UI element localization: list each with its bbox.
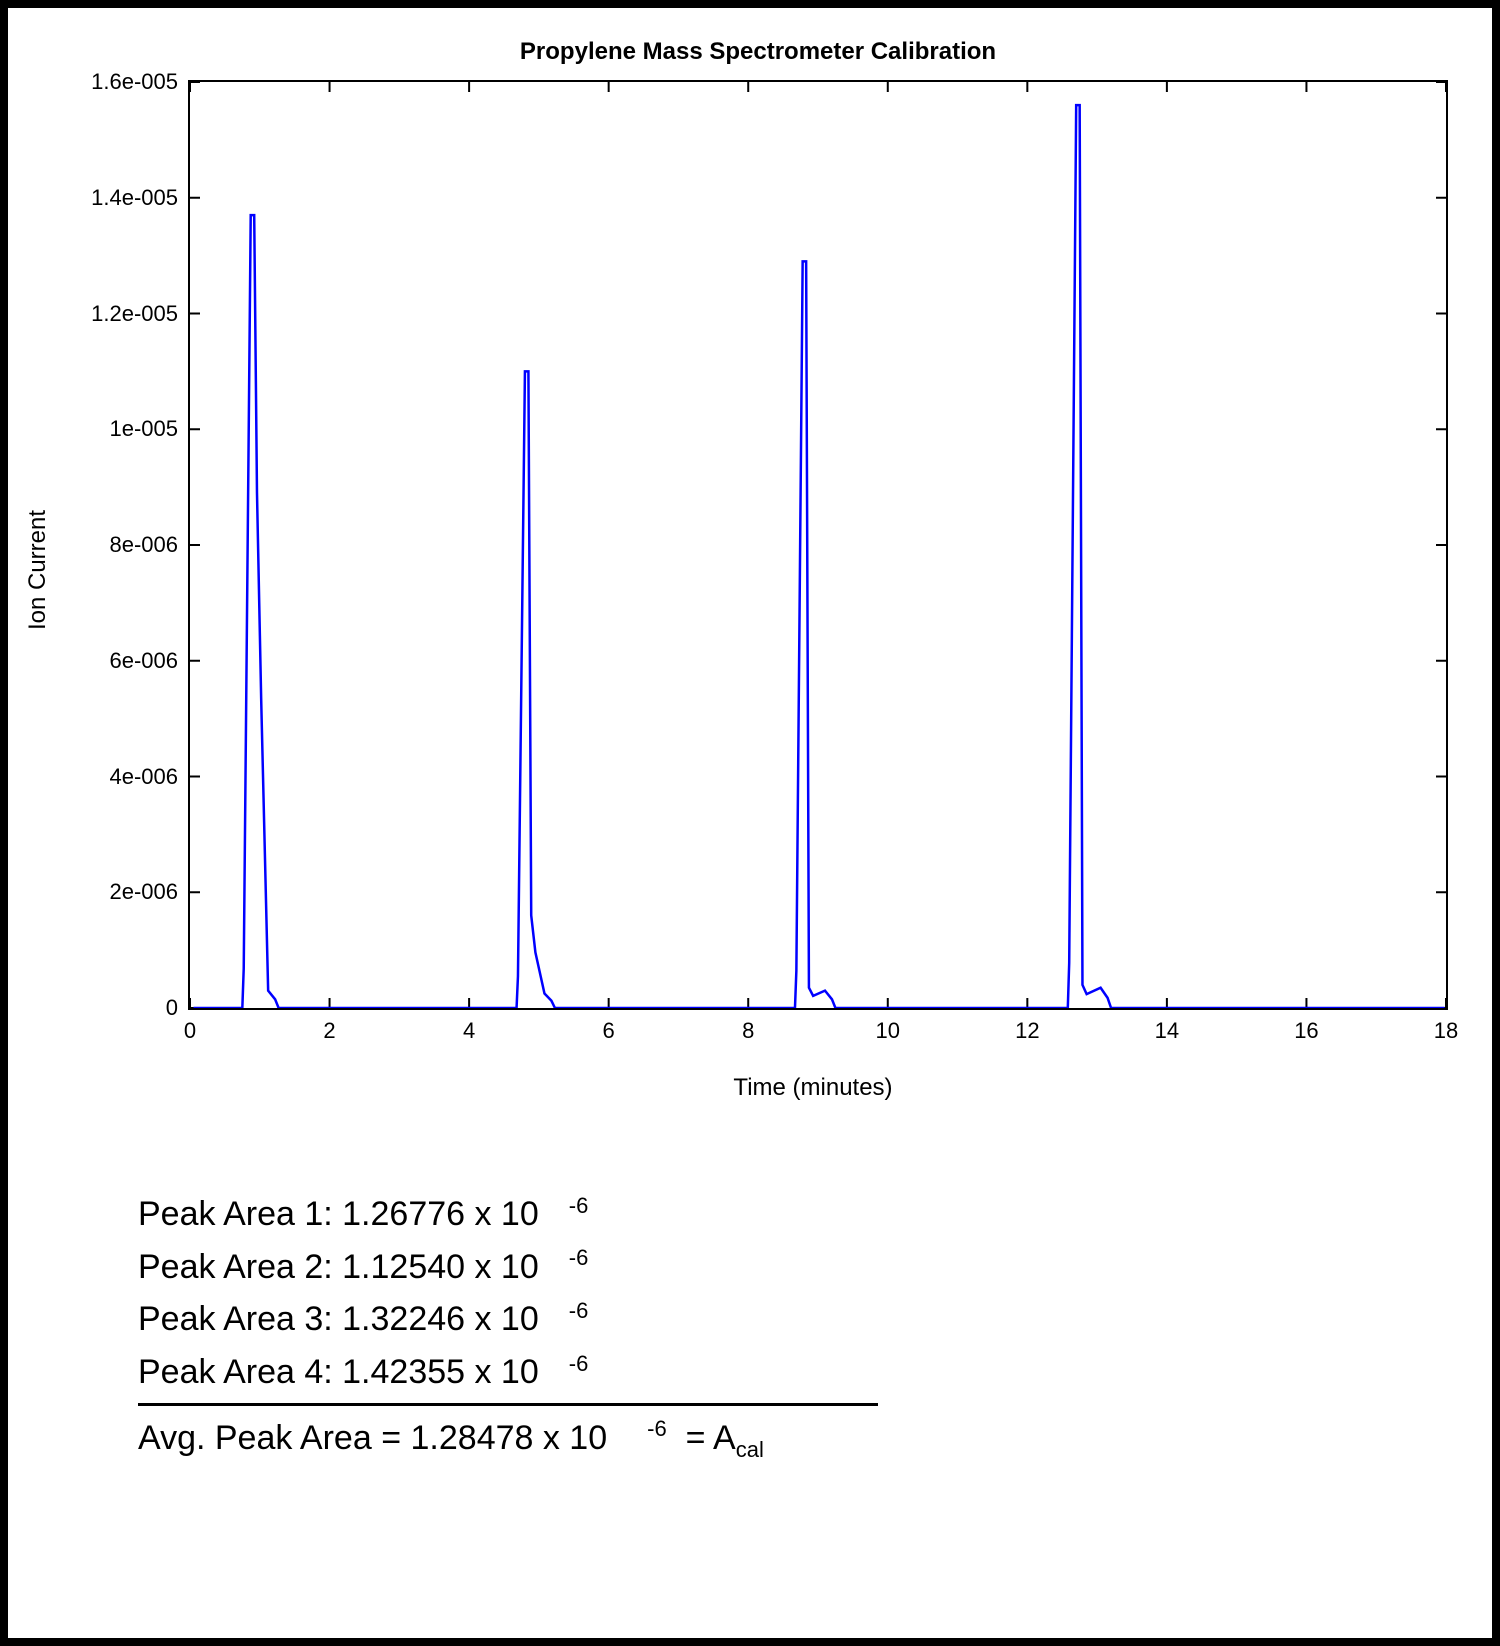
y-axis-label: Ion Current [24,510,52,630]
x-tick-label: 16 [1294,1008,1318,1044]
avg-label: Avg. Peak Area = [138,1419,401,1457]
peak-label: Peak Area 3: [138,1300,333,1338]
x-tick-label: 8 [742,1008,754,1044]
y-tick-label: 6e-006 [109,648,190,674]
plot-area: Ion Current 02468101214161802e-0064e-006… [48,70,1468,1070]
peak-exponent: -6 [539,1193,589,1218]
avg-mantissa: 1.28478 x 10 [411,1419,608,1457]
peak-label: Peak Area 1: [138,1195,333,1233]
avg-exponent: -6 [607,1416,667,1441]
avg-equals: = A [686,1419,736,1457]
chart-svg [190,82,1446,1008]
x-tick-label: 12 [1015,1008,1039,1044]
y-tick-label: 1.2e-005 [91,301,190,327]
peak-area-row: Peak Area 4: 1.42355 x 10-6 [138,1346,878,1399]
y-tick-label: 0 [166,995,190,1021]
peak-mantissa: 1.42355 x 10 [342,1353,539,1391]
avg-subscript: cal [736,1437,764,1462]
chart-title: Propylene Mass Spectrometer Calibration [48,38,1468,66]
y-tick-label: 1.4e-005 [91,185,190,211]
peak-label: Peak Area 4: [138,1353,333,1391]
peak-exponent: -6 [539,1351,589,1376]
peak-area-row: Peak Area 1: 1.26776 x 10-6 [138,1188,878,1241]
peak-area-row: Peak Area 3: 1.32246 x 10-6 [138,1293,878,1346]
y-tick-label: 1.6e-005 [91,69,190,95]
figure-frame: Propylene Mass Spectrometer Calibration … [0,0,1500,1646]
peak-mantissa: 1.26776 x 10 [342,1195,539,1233]
x-axis-label: Time (minutes) [158,1074,1468,1102]
y-tick-label: 2e-006 [109,879,190,905]
avg-peak-area-row: Avg. Peak Area = 1.28478 x 10-6 = Acal [138,1403,878,1467]
peak-mantissa: 1.12540 x 10 [342,1248,539,1286]
x-tick-label: 14 [1155,1008,1179,1044]
peak-exponent: -6 [539,1298,589,1323]
peak-mantissa: 1.32246 x 10 [342,1300,539,1338]
peak-area-row: Peak Area 2: 1.12540 x 10-6 [138,1241,878,1294]
peak-exponent: -6 [539,1245,589,1270]
y-tick-label: 4e-006 [109,764,190,790]
y-tick-label: 1e-005 [109,416,190,442]
plot-box: 02468101214161802e-0064e-0066e-0068e-006… [188,80,1448,1010]
x-tick-label: 4 [463,1008,475,1044]
y-tick-label: 8e-006 [109,532,190,558]
peak-label: Peak Area 2: [138,1248,333,1286]
results-block: Peak Area 1: 1.26776 x 10-6Peak Area 2: … [138,1188,878,1467]
x-tick-label: 6 [603,1008,615,1044]
x-tick-label: 10 [876,1008,900,1044]
x-tick-label: 2 [323,1008,335,1044]
x-tick-label: 18 [1434,1008,1458,1044]
chart-container: Propylene Mass Spectrometer Calibration … [48,38,1468,1098]
